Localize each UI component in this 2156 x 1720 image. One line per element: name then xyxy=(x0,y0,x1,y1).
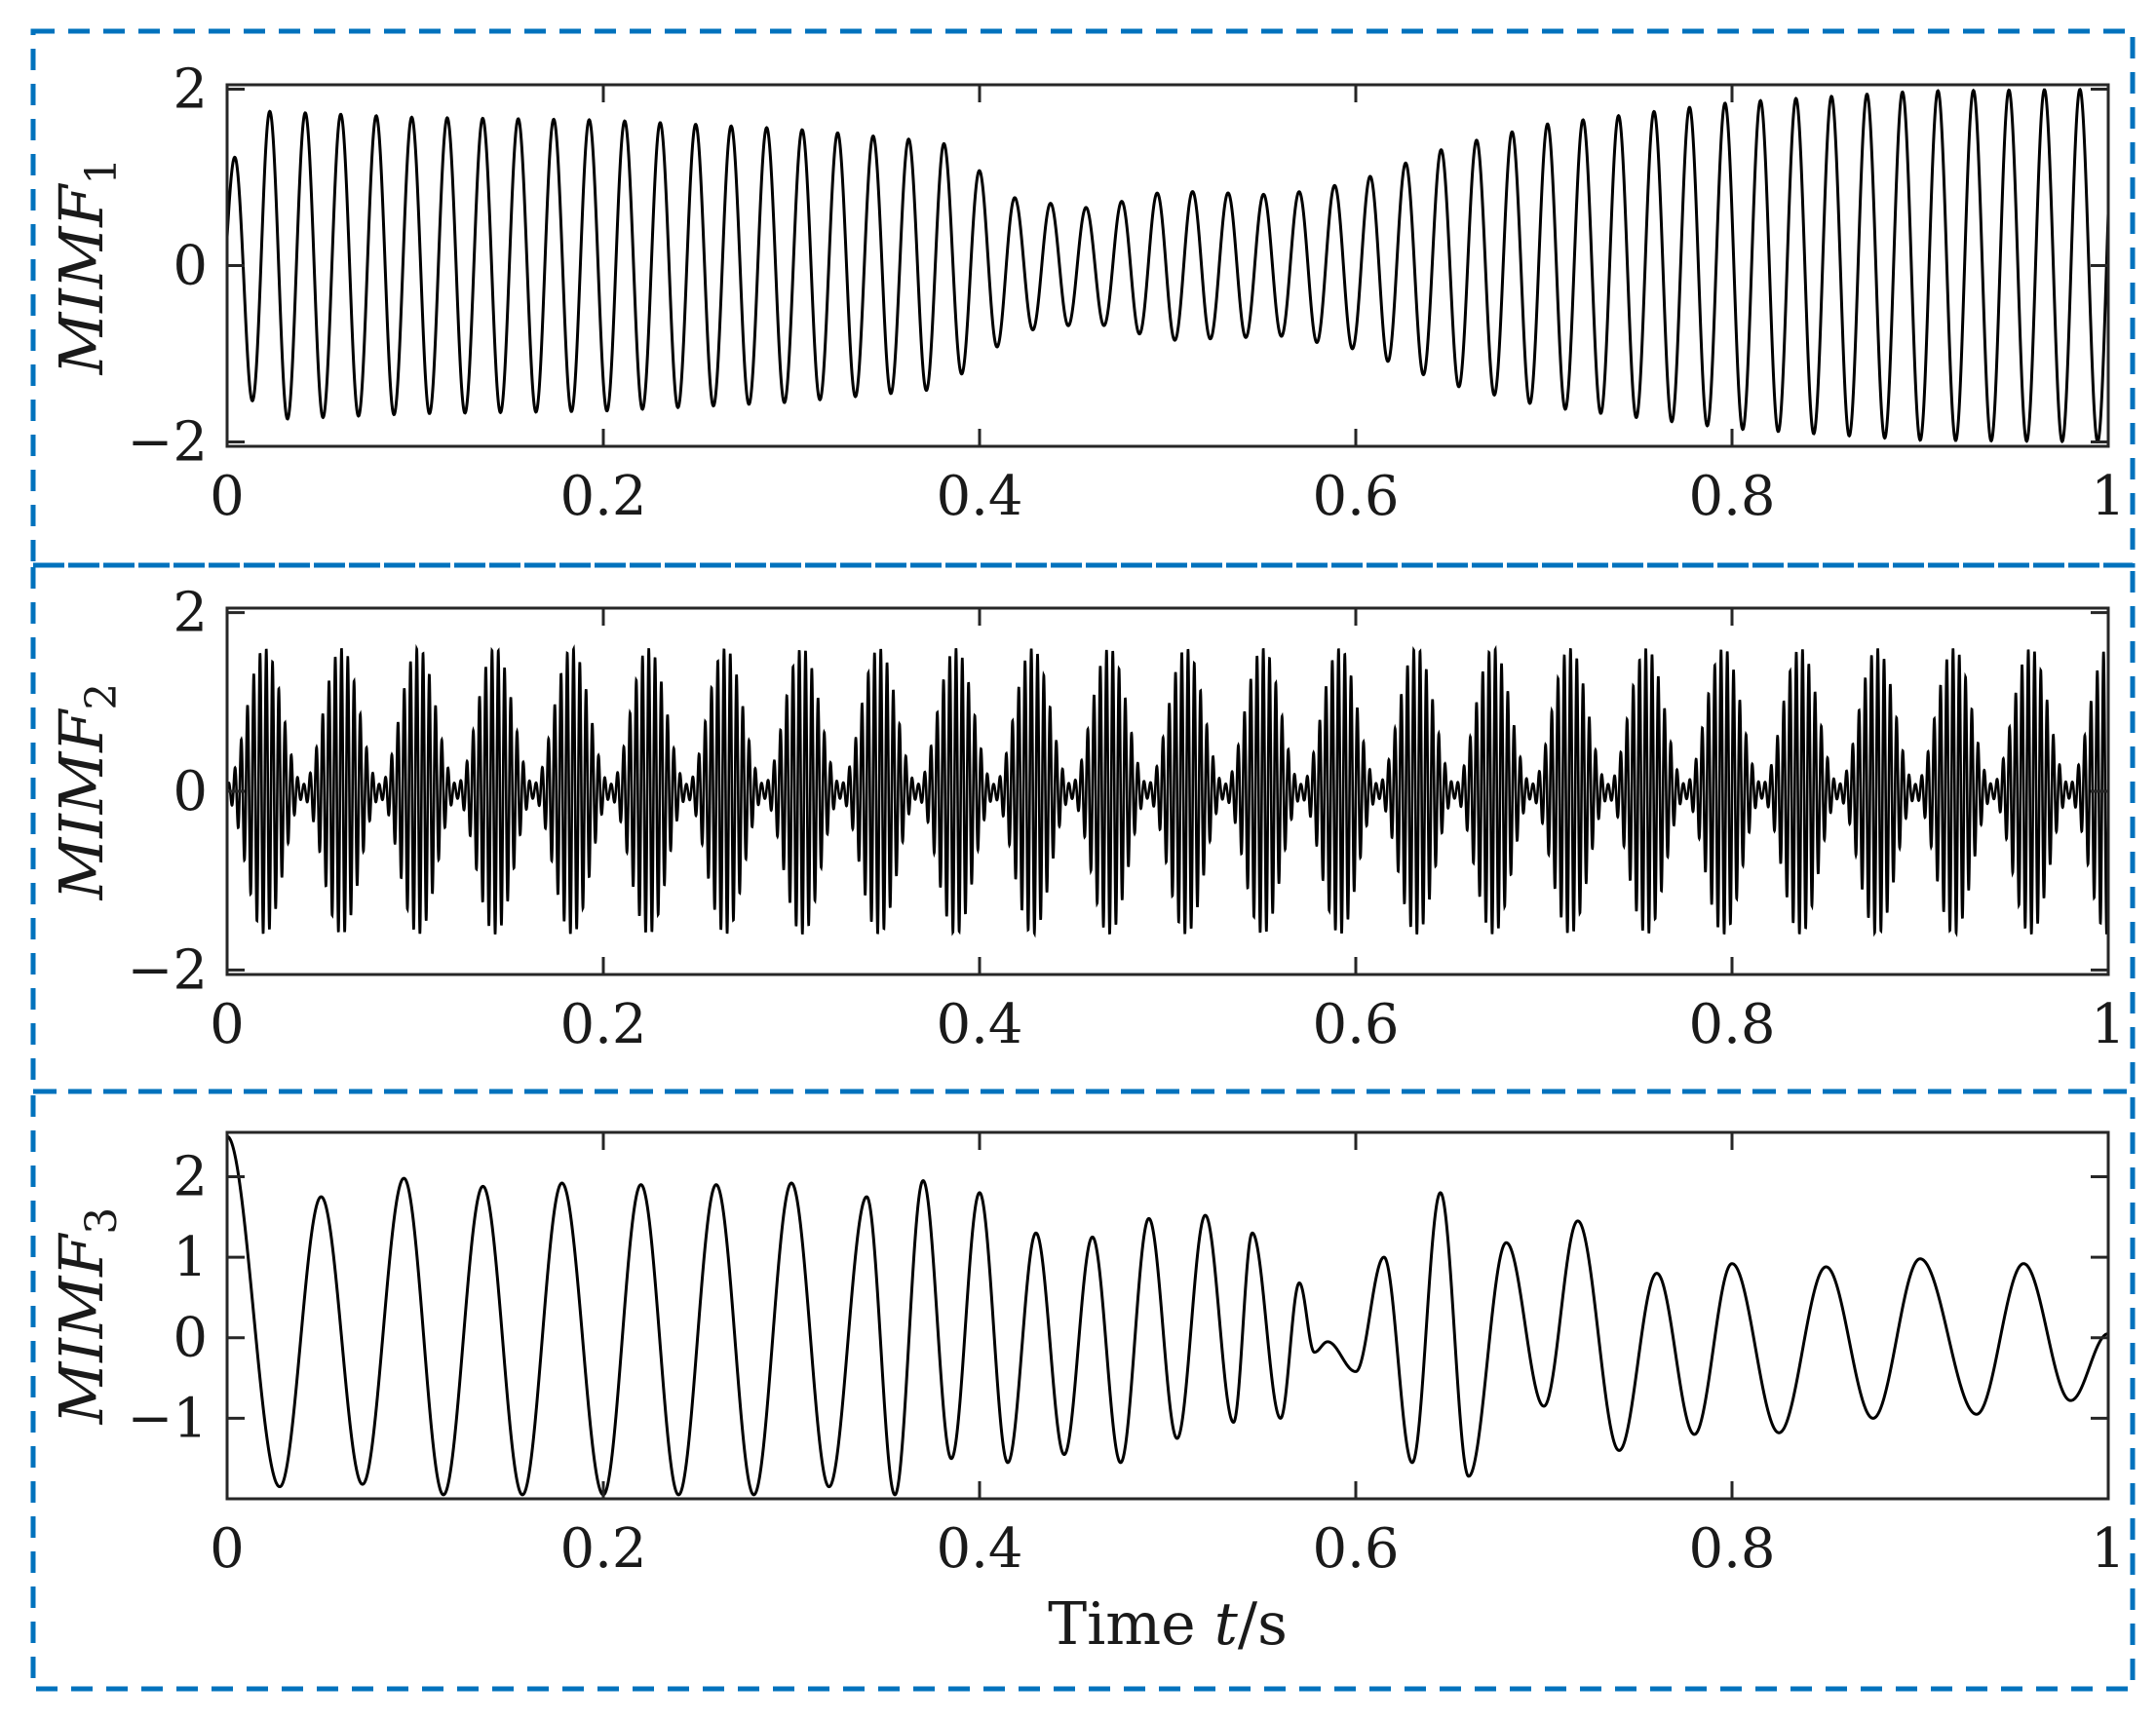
x-tick-label: 0.2 xyxy=(559,465,646,528)
y-tick-label: 2 xyxy=(173,582,208,645)
panel-3-line xyxy=(226,1134,2109,1497)
panel-1-ylabel: MIMF1 xyxy=(46,158,127,375)
panel-3: 0 0.2 0.4 0.6 0.8 1 2 1 0 −1 MIMF3 Time t/s xyxy=(46,1130,2126,1659)
y-tick-label: 0 xyxy=(173,1307,208,1370)
x-tick-label: 0.4 xyxy=(936,465,1022,528)
panel-1: 0 0.2 0.4 0.6 0.8 120−2 MIMF1 xyxy=(46,58,2126,528)
panel-2-series xyxy=(225,643,2110,938)
panel-2-ylabel: MIMF2 xyxy=(46,683,127,900)
x-tick-label: 0.2 xyxy=(559,993,646,1056)
x-tick-label: 0 xyxy=(210,993,245,1056)
y-tick-label: −2 xyxy=(127,410,208,474)
x-tick-label: 0.6 xyxy=(1312,465,1399,528)
panel-1-line xyxy=(225,88,2110,444)
x-tick-label: 0.2 xyxy=(559,1517,646,1581)
panel-3-frame xyxy=(30,1089,2136,1692)
y-tick-label: 0 xyxy=(173,235,208,298)
panel-3-ylabel: MIMF3 xyxy=(46,1207,127,1425)
y-tick-label: 2 xyxy=(173,1145,208,1208)
panel-3-series xyxy=(226,1134,2109,1497)
panel-2-line xyxy=(225,643,2110,938)
x-tick-label: 0.6 xyxy=(1312,1517,1399,1581)
x-tick-label: 1 xyxy=(2091,465,2126,528)
y-tick-label: 0 xyxy=(173,760,208,823)
x-tick-label: 0.8 xyxy=(1688,465,1775,528)
y-tick-label: 2 xyxy=(173,58,208,122)
x-tick-label: 0 xyxy=(210,1517,245,1581)
x-tick-label: 0.8 xyxy=(1688,1517,1775,1581)
y-tick-label: −1 xyxy=(127,1387,208,1450)
panel-3-ticks: 0 0.2 0.4 0.6 0.8 1 2 1 0 −1 xyxy=(127,1132,2126,1581)
panel-1-ticks: 0 0.2 0.4 0.6 0.8 120−2 xyxy=(127,58,2125,528)
x-tick-label: 0.4 xyxy=(936,993,1022,1056)
y-tick-label: 1 xyxy=(173,1226,208,1289)
x-tick-label: 0.4 xyxy=(936,1517,1022,1581)
y-tick-label: −2 xyxy=(127,938,208,1002)
x-axis-label: Time t/s xyxy=(1048,1590,1288,1659)
panel-1-series xyxy=(225,88,2110,444)
x-tick-label: 0.6 xyxy=(1312,993,1399,1056)
panel-3-axes-box xyxy=(225,1130,2110,1501)
x-tick-label: 0.8 xyxy=(1688,993,1775,1056)
panel-1-frame xyxy=(30,28,2136,568)
panel-2-ticks: 0 0.2 0.4 0.6 0.8 120−2 xyxy=(127,582,2125,1056)
x-tick-label: 1 xyxy=(2091,1517,2126,1581)
panel-2: 0 0.2 0.4 0.6 0.8 120−2 MIMF2 xyxy=(46,582,2126,1056)
panel-2-frame xyxy=(30,562,2136,1094)
x-tick-label: 0 xyxy=(210,465,245,528)
x-tick-label: 1 xyxy=(2091,993,2126,1056)
